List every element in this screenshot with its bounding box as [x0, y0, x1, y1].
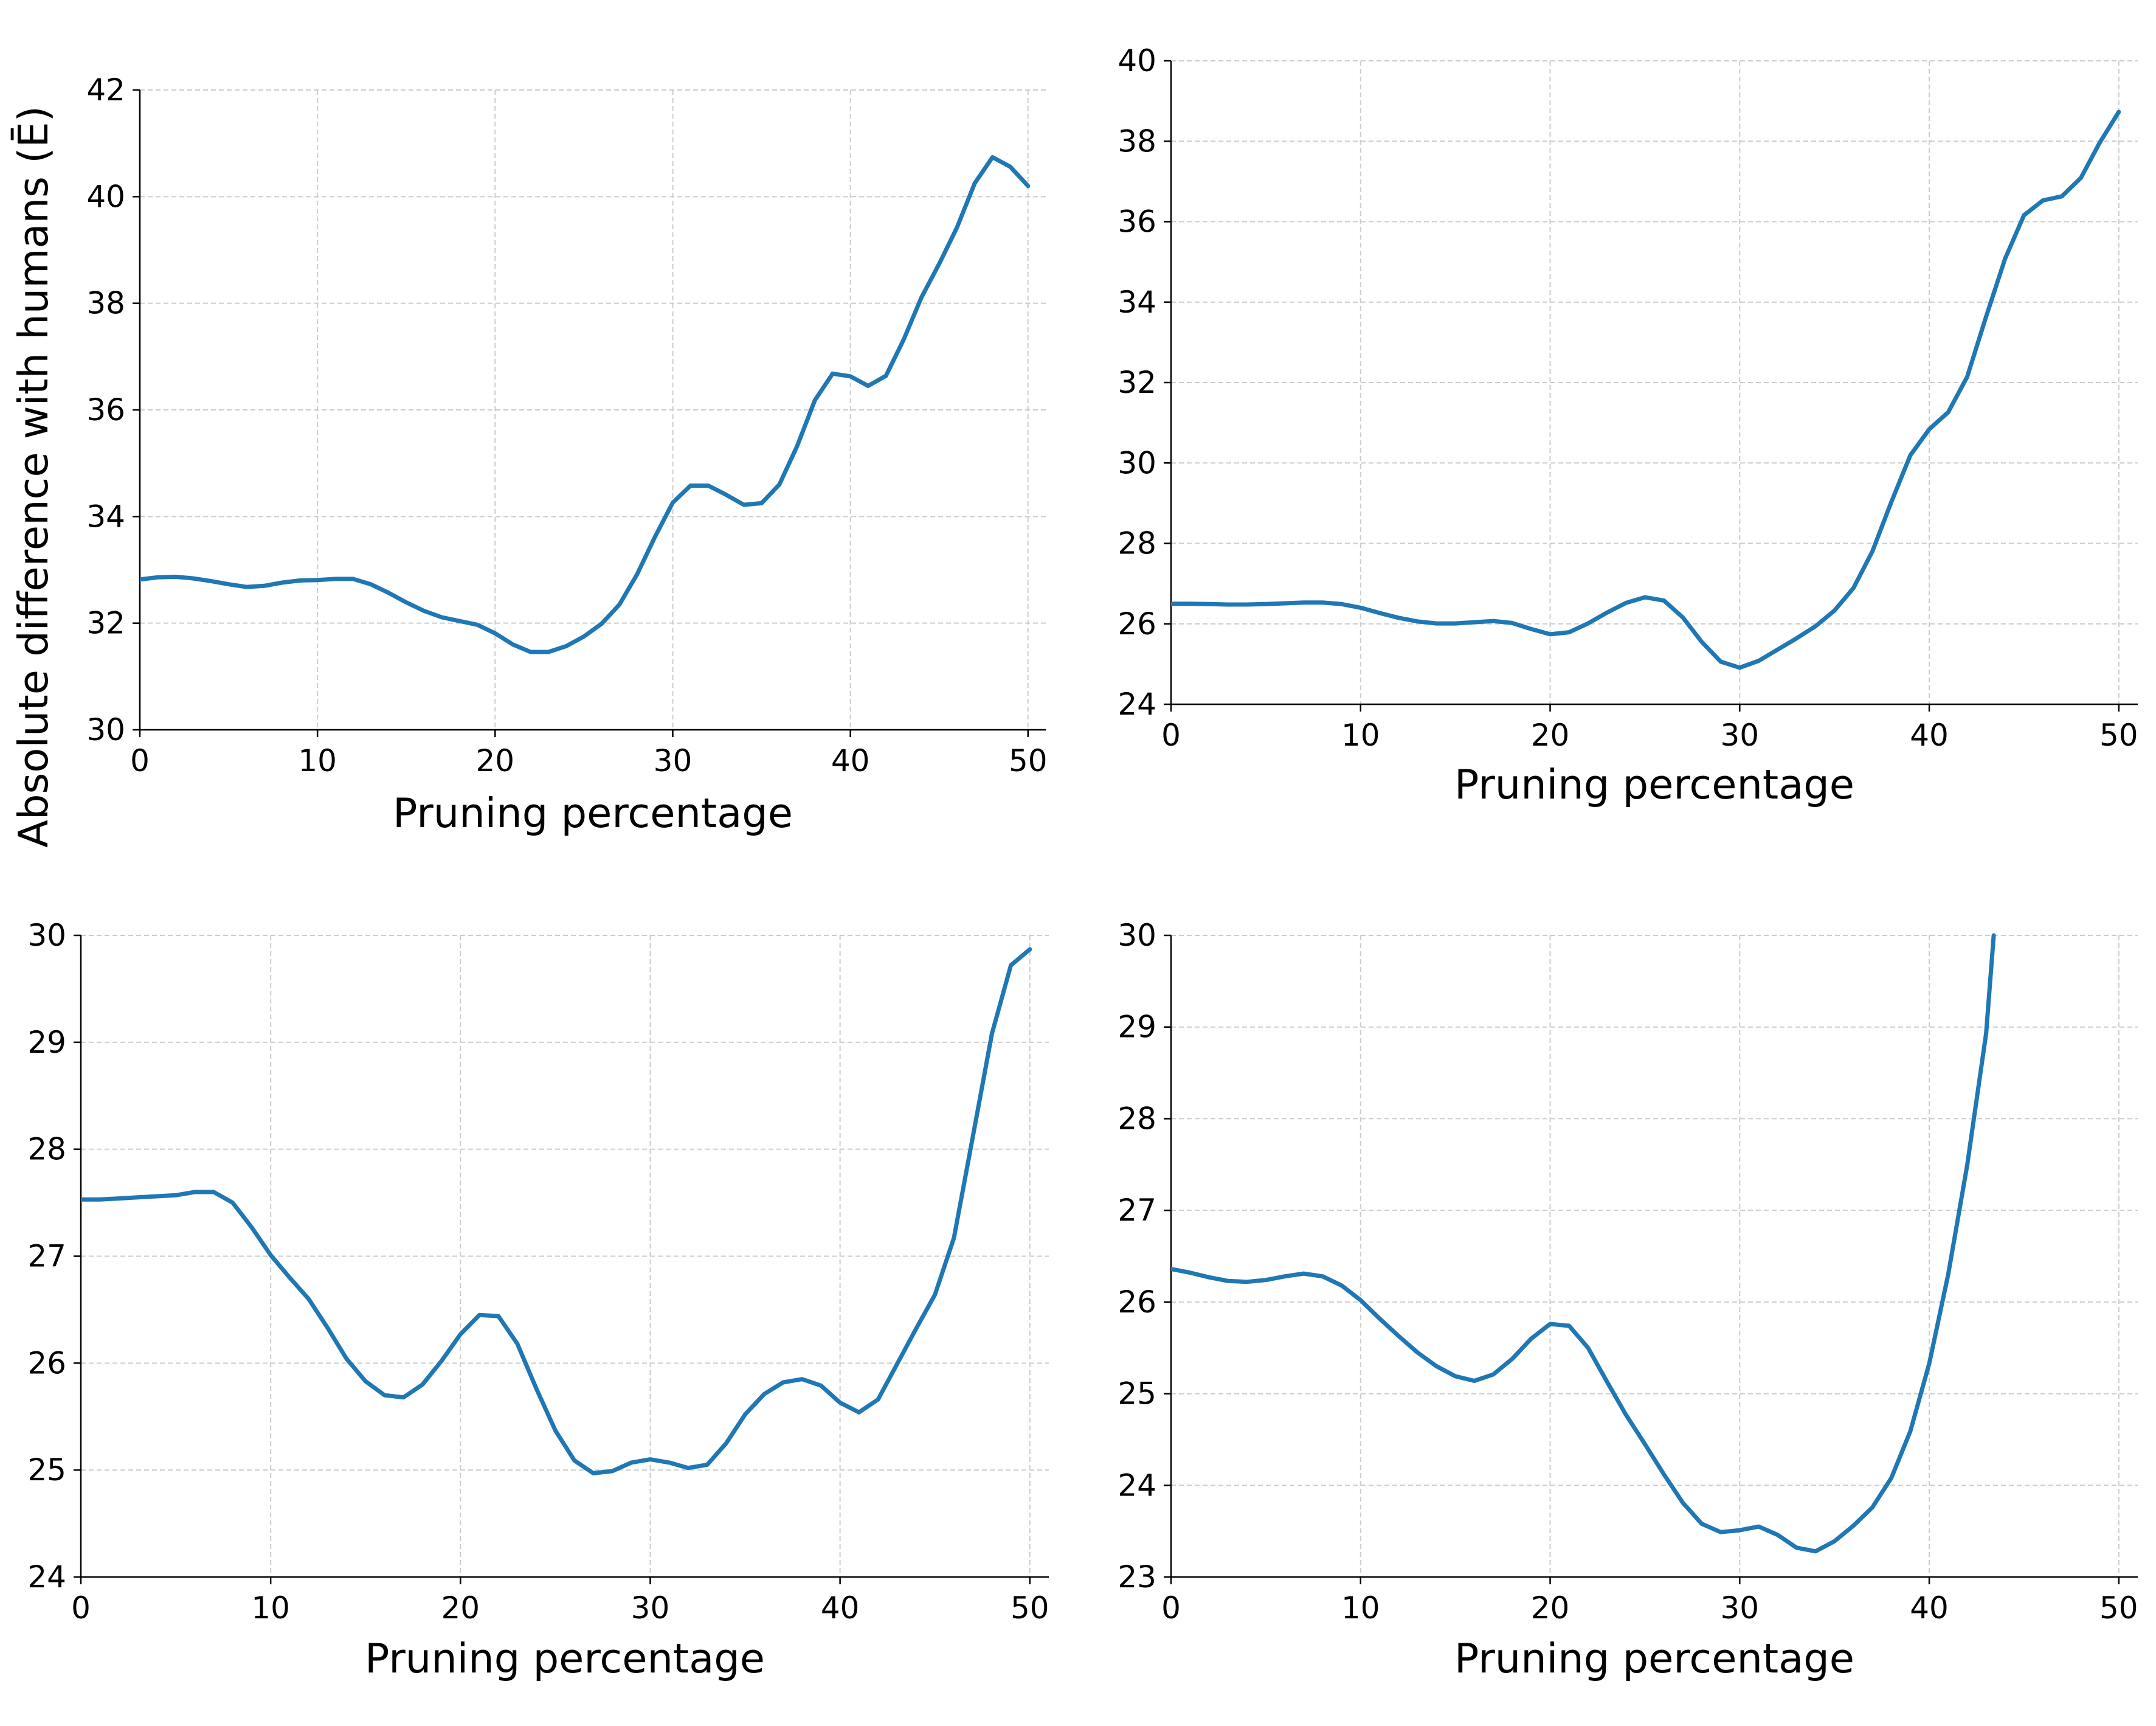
y-tick-label: 32: [86, 606, 125, 641]
y-tick-label: 25: [27, 1452, 66, 1488]
x-tick-label: 0: [71, 1590, 91, 1626]
y-tick-label: 40: [1118, 43, 1156, 78]
x-axis-title: Pruning percentage: [365, 1635, 765, 1682]
y-tick-label: 34: [1118, 285, 1156, 320]
y-tick-label: 24: [27, 1559, 66, 1595]
x-tick-label: 40: [831, 743, 870, 778]
y-tick-label: 30: [27, 918, 66, 953]
y-tick-label: 28: [1118, 526, 1156, 561]
y-tick-label: 24: [1118, 687, 1156, 722]
y-tick-label: 23: [1118, 1559, 1156, 1595]
chart-panel-top-left: 0 10 20 30 40 50 30 32 34 36 38 40 42 Pruning percent…: [10, 72, 1048, 848]
y-tick-label: 27: [27, 1239, 66, 1274]
x-tick-label: 10: [1341, 1590, 1380, 1626]
series-line: [81, 947, 1032, 1475]
x-tick-label: 30: [1720, 1590, 1759, 1626]
x-tick-label: 50: [1011, 1590, 1049, 1626]
y-tick-label: 26: [1118, 1284, 1156, 1320]
x-tick-label: 20: [476, 743, 515, 778]
series-line: [1171, 933, 1996, 1554]
y-tick-label: 29: [27, 1025, 66, 1060]
y-tick-label: 32: [1118, 365, 1156, 400]
x-tick-label: 30: [654, 743, 693, 778]
x-tick-label: 50: [2099, 1590, 2138, 1626]
y-tick-label: 30: [1118, 918, 1156, 953]
y-tick-label: 27: [1118, 1193, 1156, 1228]
y-tick-label: 26: [1118, 606, 1156, 642]
y-tick-label: 38: [1118, 123, 1156, 159]
x-tick-label: 30: [631, 1590, 670, 1626]
y-tick-label: 26: [27, 1345, 66, 1381]
y-axis-title: Absolute difference with humans (Ē): [10, 106, 57, 848]
series-line: [1171, 109, 2121, 670]
x-tick-label: 10: [298, 743, 337, 778]
x-axis-title: Pruning percentage: [1454, 1635, 1854, 1682]
y-tick-label: 38: [86, 286, 125, 321]
x-tick-label: 20: [1531, 1590, 1570, 1626]
y-tick-label: 29: [1118, 1010, 1156, 1045]
y-tick-label: 28: [1118, 1101, 1156, 1136]
x-tick-label: 40: [821, 1590, 860, 1626]
y-tick-label: 40: [86, 179, 125, 214]
series-line: [140, 155, 1031, 654]
y-tick-label: 30: [86, 712, 125, 747]
x-tick-label: 40: [1910, 1590, 1949, 1626]
chart-panel-top-right: 0 10 20 30 40 50 24 26 28 30 32 34 36 38 40 Pruning per…: [1118, 43, 2138, 808]
x-tick-label: 40: [1910, 718, 1949, 753]
x-tick-label: 0: [1161, 718, 1181, 753]
x-tick-label: 20: [441, 1590, 480, 1626]
y-tick-label: 28: [27, 1132, 66, 1167]
chart-panel-bottom-left: 0 10 20 30 40 50 24 25 26 27 28 29 30 Pruning percent…: [27, 918, 1049, 1682]
y-tick-label: 36: [86, 392, 125, 428]
x-tick-label: 0: [1161, 1590, 1181, 1626]
chart-panel-bottom-right: 0 10 20 30 40 50 23 24 25 26 27 28 29 30 Pruning perce…: [1118, 918, 2138, 1682]
y-tick-label: 30: [1118, 445, 1156, 480]
x-tick-label: 50: [2099, 718, 2138, 753]
x-tick-label: 20: [1531, 718, 1570, 753]
x-axis-title: Pruning percentage: [393, 789, 793, 837]
y-tick-label: 36: [1118, 204, 1156, 240]
y-tick-label: 25: [1118, 1376, 1156, 1412]
x-tick-label: 10: [1341, 718, 1380, 753]
x-axis-title: Pruning percentage: [1454, 761, 1854, 808]
x-tick-label: 30: [1720, 718, 1759, 753]
x-tick-label: 50: [1009, 743, 1048, 778]
y-tick-label: 34: [86, 499, 125, 534]
x-tick-label: 10: [251, 1590, 290, 1626]
y-tick-label: 42: [86, 72, 125, 108]
x-tick-label: 0: [130, 743, 150, 778]
y-tick-label: 24: [1118, 1468, 1156, 1503]
